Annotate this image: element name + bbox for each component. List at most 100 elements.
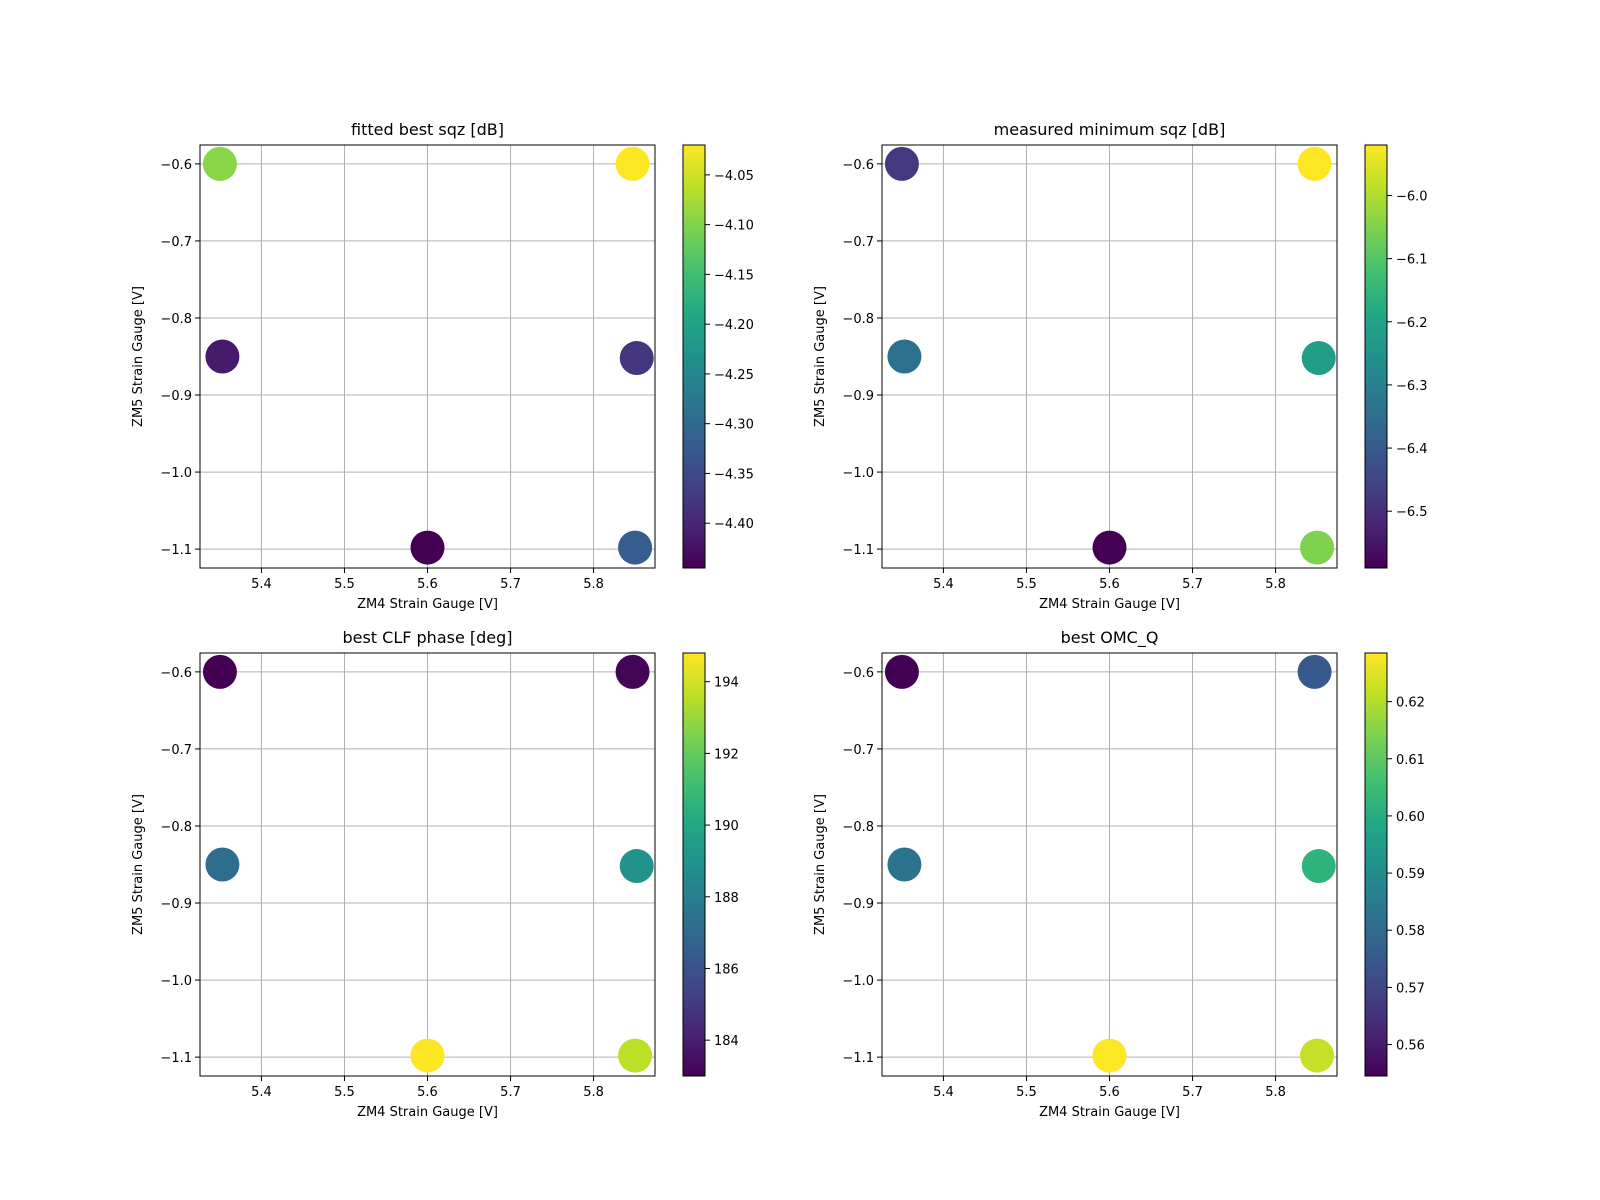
scatter-point bbox=[1300, 1038, 1335, 1073]
colorbar-tick-label: −4.05 bbox=[714, 169, 754, 184]
y-axis-label: ZM5 Strain Gauge [V] bbox=[131, 286, 146, 427]
y-tick-label: −1.1 bbox=[842, 543, 874, 558]
y-tick-label: −0.9 bbox=[842, 897, 874, 912]
x-tick-label: 5.4 bbox=[933, 1085, 954, 1100]
scatter-point bbox=[410, 1038, 445, 1073]
y-tick-label: −1.0 bbox=[160, 466, 192, 481]
y-tick-label: −0.6 bbox=[842, 158, 874, 173]
x-axis-label: ZM4 Strain Gauge [V] bbox=[357, 597, 498, 612]
y-tick-label: −1.1 bbox=[160, 543, 192, 558]
x-tick-label: 5.7 bbox=[1182, 577, 1203, 592]
scatter-point bbox=[1301, 849, 1336, 884]
colorbar-tick-label: −4.10 bbox=[714, 219, 754, 234]
scatter-point bbox=[202, 146, 237, 181]
colorbar-tick-label: −4.35 bbox=[714, 467, 754, 482]
colorbar bbox=[1365, 653, 1387, 1076]
colorbar bbox=[683, 653, 705, 1076]
y-tick-label: −0.9 bbox=[842, 389, 874, 404]
x-tick-label: 5.8 bbox=[1265, 1085, 1286, 1100]
colorbar-tick-label: 190 bbox=[714, 819, 739, 834]
colorbar-tick-label: −6.1 bbox=[1396, 253, 1428, 268]
colorbar-tick-label: −4.40 bbox=[714, 517, 754, 532]
x-tick-label: 5.5 bbox=[334, 577, 355, 592]
colorbar-frame bbox=[682, 652, 706, 1077]
colorbar-frame bbox=[1364, 652, 1388, 1077]
chart-title: fitted best sqz [dB] bbox=[351, 120, 504, 139]
subplot-4: 5.4 5.5 5.6 5.7 5.8 −0.6 −0.7 −0.8 −0.9 −1.0 −1.1 b… bbox=[813, 628, 1425, 1120]
chart-title: best OMC_Q bbox=[1061, 628, 1159, 648]
x-tick-label: 5.5 bbox=[1016, 1085, 1037, 1100]
scatter-point bbox=[1092, 530, 1127, 565]
scatter-point bbox=[205, 847, 240, 882]
colorbar-tick-label: 0.60 bbox=[1396, 810, 1425, 825]
colorbar-frame bbox=[682, 144, 706, 569]
colorbar-tick-label: 0.56 bbox=[1396, 1039, 1425, 1054]
colorbar-tick-label: −4.15 bbox=[714, 268, 754, 283]
x-tick-label: 5.6 bbox=[1099, 1085, 1120, 1100]
subplot-1: 5.4 5.5 5.6 5.7 5.8 −0.6 −0.7 −0.8 −0.9 −1.0 −1.1 f… bbox=[131, 120, 754, 612]
x-axis-label: ZM4 Strain Gauge [V] bbox=[357, 1105, 498, 1120]
scatter-point bbox=[1301, 341, 1336, 376]
y-axis-label: ZM5 Strain Gauge [V] bbox=[813, 286, 828, 427]
x-tick-label: 5.7 bbox=[500, 577, 521, 592]
y-axis-label: ZM5 Strain Gauge [V] bbox=[813, 794, 828, 935]
subplot-3: 5.4 5.5 5.6 5.7 5.8 −0.6 −0.7 −0.8 −0.9 −1.0 −1.1 b… bbox=[131, 628, 739, 1120]
colorbar-tick-label: −4.25 bbox=[714, 368, 754, 383]
scatter-point bbox=[618, 1038, 653, 1073]
y-tick-label: −0.6 bbox=[842, 666, 874, 681]
y-tick-label: −0.7 bbox=[160, 743, 192, 758]
scatter-point bbox=[884, 654, 919, 689]
x-tick-label: 5.8 bbox=[583, 1085, 604, 1100]
y-tick-label: −1.0 bbox=[842, 466, 874, 481]
x-tick-label: 5.4 bbox=[933, 577, 954, 592]
y-tick-label: −0.8 bbox=[160, 820, 192, 835]
x-tick-label: 5.7 bbox=[500, 1085, 521, 1100]
y-tick-label: −0.6 bbox=[160, 158, 192, 173]
colorbar-tick-label: 0.59 bbox=[1396, 867, 1425, 882]
x-tick-label: 5.5 bbox=[334, 1085, 355, 1100]
colorbar-tick-label: 192 bbox=[714, 747, 739, 762]
x-tick-label: 5.5 bbox=[1016, 577, 1037, 592]
x-tick-label: 5.4 bbox=[251, 577, 272, 592]
y-tick-label: −0.8 bbox=[160, 312, 192, 327]
y-tick-label: −0.7 bbox=[160, 235, 192, 250]
scatter-point bbox=[619, 341, 654, 376]
colorbar-tick-label: −4.30 bbox=[714, 418, 754, 433]
colorbar-tick-label: −6.5 bbox=[1396, 505, 1428, 520]
y-tick-label: −1.1 bbox=[160, 1051, 192, 1066]
scatter-point bbox=[1297, 146, 1332, 181]
x-tick-label: 5.8 bbox=[583, 577, 604, 592]
scatter-point bbox=[202, 654, 237, 689]
x-axis-label: ZM4 Strain Gauge [V] bbox=[1039, 1105, 1180, 1120]
scatter-point bbox=[887, 847, 922, 882]
y-axis-label: ZM5 Strain Gauge [V] bbox=[131, 794, 146, 935]
scatter-point bbox=[615, 654, 650, 689]
x-tick-label: 5.7 bbox=[1182, 1085, 1203, 1100]
colorbar bbox=[1365, 145, 1387, 568]
y-tick-label: −0.6 bbox=[160, 666, 192, 681]
colorbar-frame bbox=[1364, 144, 1388, 569]
y-tick-label: −0.7 bbox=[842, 235, 874, 250]
chart-title: best CLF phase [deg] bbox=[342, 628, 512, 647]
colorbar-tick-label: 0.61 bbox=[1396, 753, 1425, 768]
colorbar-tick-label: −6.2 bbox=[1396, 316, 1428, 331]
y-tick-label: −0.7 bbox=[842, 743, 874, 758]
scatter-point bbox=[615, 146, 650, 181]
y-tick-label: −0.8 bbox=[842, 820, 874, 835]
x-tick-label: 5.6 bbox=[417, 1085, 438, 1100]
scatter-point bbox=[887, 339, 922, 374]
x-tick-label: 5.6 bbox=[1099, 577, 1120, 592]
y-tick-label: −0.9 bbox=[160, 389, 192, 404]
colorbar-tick-label: 194 bbox=[714, 676, 739, 691]
colorbar-tick-label: −6.3 bbox=[1396, 379, 1428, 394]
colorbar-tick-label: −6.0 bbox=[1396, 190, 1428, 205]
y-tick-label: −1.0 bbox=[842, 974, 874, 989]
colorbar-tick-label: 184 bbox=[714, 1034, 739, 1049]
colorbar-tick-label: 0.58 bbox=[1396, 924, 1425, 939]
x-tick-label: 5.8 bbox=[1265, 577, 1286, 592]
scatter-point bbox=[205, 339, 240, 374]
scatter-point bbox=[619, 849, 654, 884]
colorbar-tick-label: −6.4 bbox=[1396, 442, 1428, 457]
colorbar-tick-label: 186 bbox=[714, 962, 739, 977]
